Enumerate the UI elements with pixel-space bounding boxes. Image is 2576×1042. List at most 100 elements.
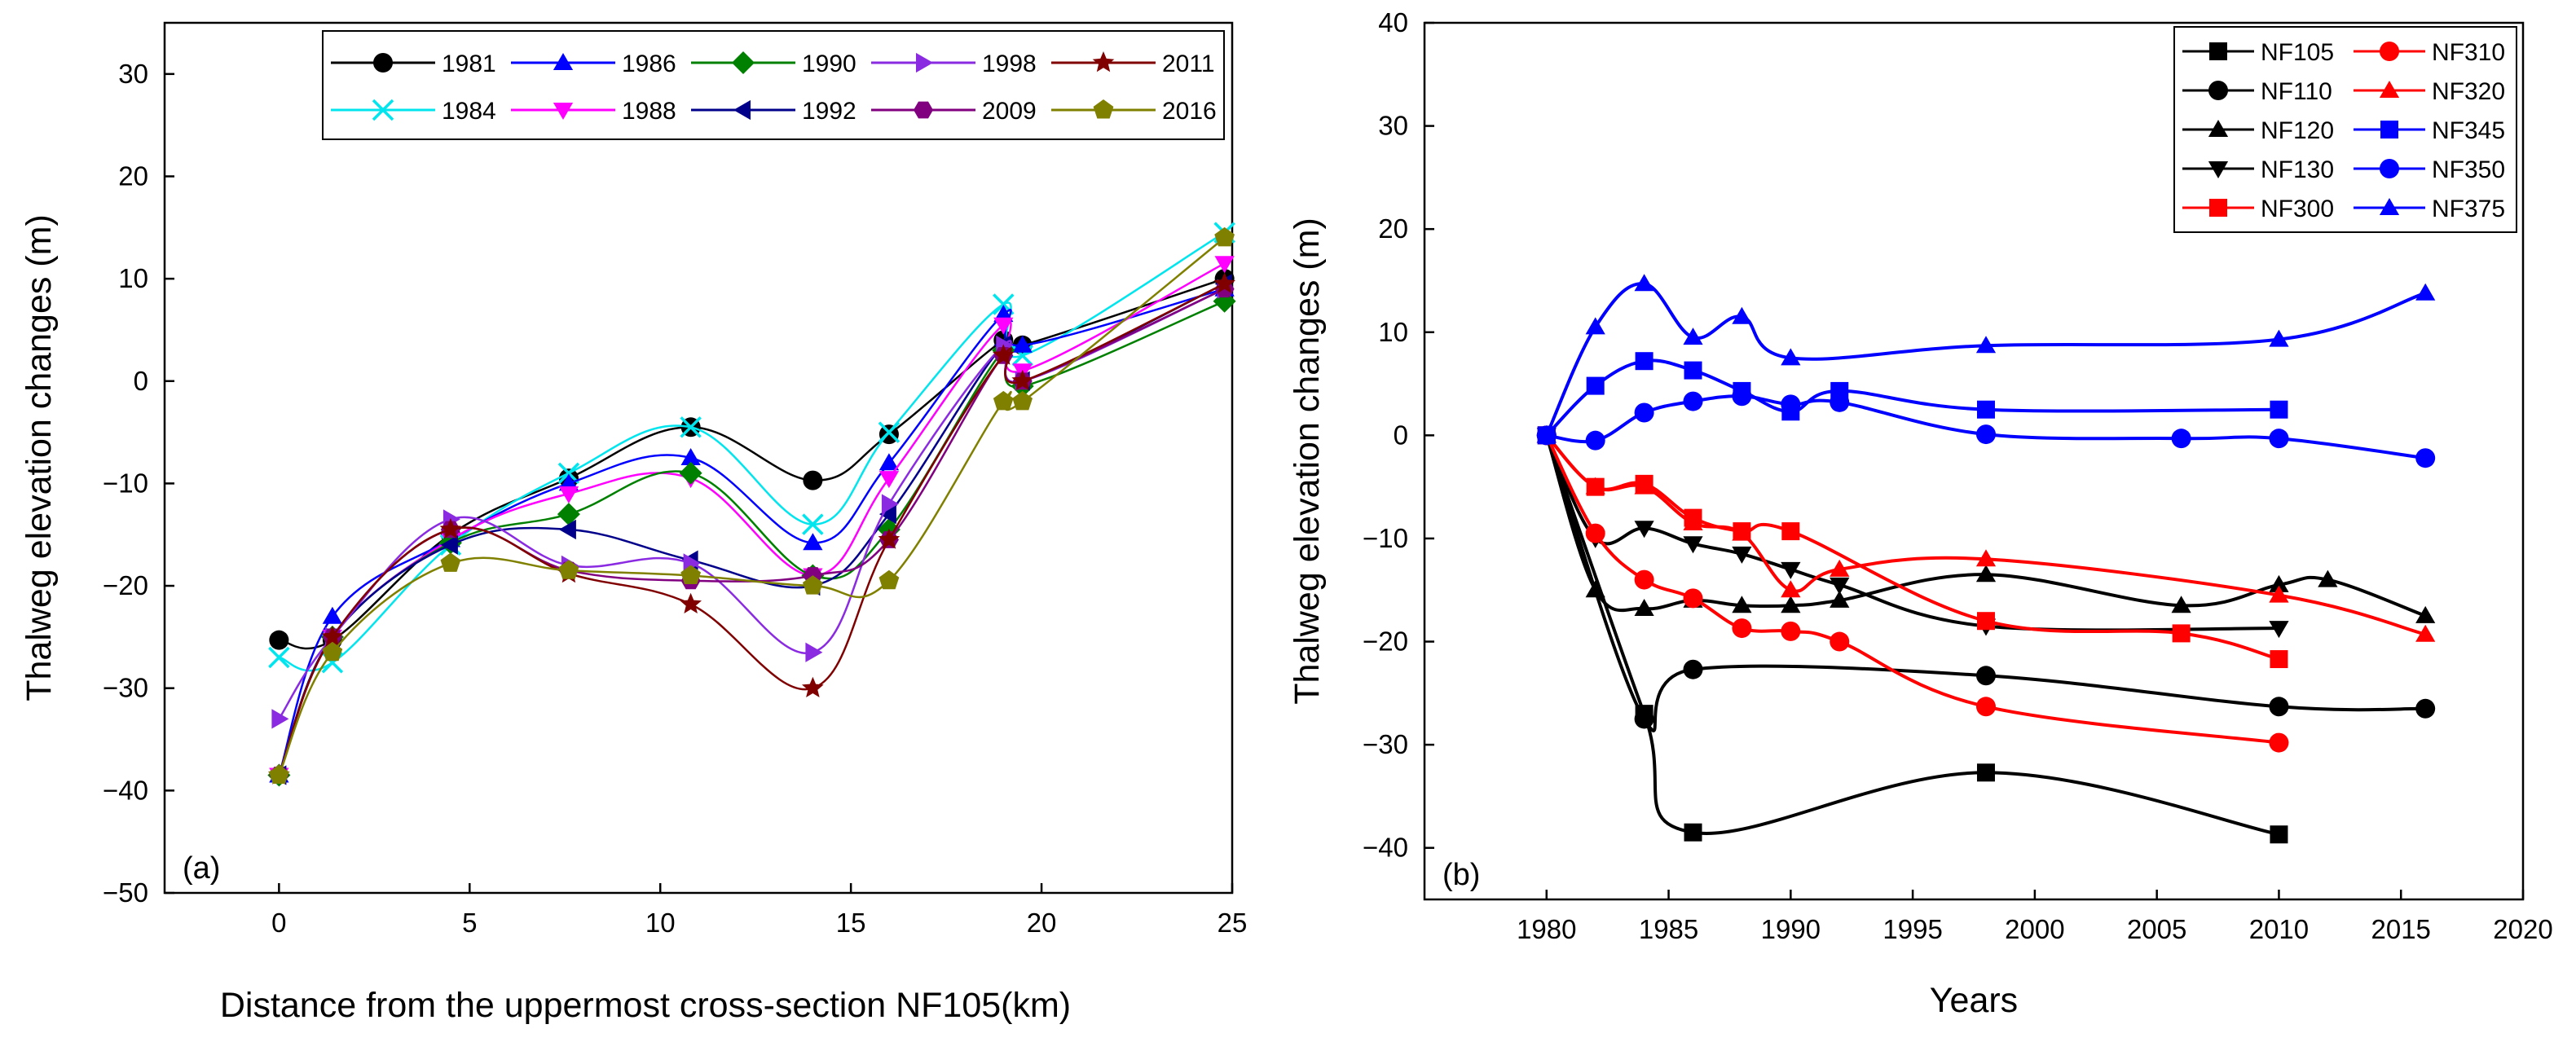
b-data-point (1732, 386, 1752, 407)
a-data-point (440, 534, 458, 555)
b-data-point (1684, 361, 1702, 380)
b-data-point (1975, 666, 1996, 686)
b-data-point (1585, 317, 1605, 335)
b-x-axis-title: Years (1930, 981, 2018, 1020)
b-legend-marker (2379, 81, 2400, 98)
a-legend-marker (733, 99, 751, 121)
a-data-point (802, 513, 824, 535)
b-data-point (2415, 698, 2436, 719)
a-data-point (803, 470, 823, 490)
a-data-point (1011, 369, 1033, 391)
b-data-point (1781, 621, 1801, 641)
a-data-point (558, 486, 579, 503)
b-data-point (1732, 618, 1752, 639)
b-legend-marker (2208, 120, 2229, 137)
b-legend-label: NF130 (2261, 156, 2334, 183)
a-legend-label: 1986 (622, 51, 676, 77)
b-axes: 1980 1985 1990 1995 2000 2005 2010 2015 2020−40−… (1363, 7, 2553, 944)
a-data-point (1012, 335, 1033, 353)
a-data-point (1012, 390, 1033, 411)
a-data-point (269, 764, 289, 784)
b-data-point (1975, 424, 1996, 445)
b-data-point (2318, 569, 2338, 587)
b-series-line (1544, 282, 2426, 437)
b-data-point (1975, 565, 1997, 583)
a-y-tick-label: 0 (134, 366, 148, 396)
b-x-tick-label: 2015 (2371, 914, 2431, 944)
b-x-tick-label: 1980 (1517, 914, 1576, 944)
b-legend-marker (2209, 199, 2227, 217)
a-x-tick-label: 20 (1027, 908, 1057, 938)
a-legend-marker (914, 101, 933, 119)
b-data-point (1585, 477, 1605, 495)
a-legend-label: 2016 (1162, 98, 1217, 125)
a-data-point (1214, 226, 1235, 247)
b-data-point (1976, 612, 1995, 631)
a-panel-label: (a) (183, 851, 220, 886)
a-data-point (679, 461, 702, 485)
b-data-point (1536, 425, 1557, 443)
b-legend-marker (2208, 161, 2229, 178)
a-legend-marker (553, 103, 574, 120)
a-data-point (802, 676, 824, 697)
b-data-point (2269, 585, 2289, 603)
a-data-point (878, 528, 900, 549)
b-legend: NF105 NF110 NF120 NF130 NF300 NF310 NF320 NF345… (2173, 26, 2517, 233)
a-data-point (321, 625, 344, 647)
a-data-point (557, 462, 580, 485)
a-data-point (1214, 256, 1235, 274)
a-legend-label: 1981 (442, 51, 496, 77)
b-legend-label: NF110 (2261, 78, 2332, 105)
b-series-NF375 (1536, 274, 2436, 443)
a-legend: 1981 1984 1986 1988 1990 1992 1998 2009 2011 2016 (322, 30, 1225, 140)
b-data-point (2415, 283, 2436, 301)
a-legend-marker (732, 51, 755, 74)
a-legend-label: 1998 (982, 51, 1037, 77)
b-data-point (1976, 763, 1995, 782)
a-series-2016 (269, 226, 1235, 784)
b-data-point (1683, 536, 1703, 554)
b-data-point (1635, 352, 1653, 371)
b-data-point (1781, 522, 1800, 541)
a-data-point (993, 317, 1014, 335)
a-legend-label: 1992 (802, 98, 856, 125)
a-data-point (558, 560, 579, 579)
b-x-tick-label: 1995 (1882, 914, 1942, 944)
b-y-tick-label: −40 (1363, 833, 1408, 863)
chart-panel-b: 1980 1985 1990 1995 2000 2005 2010 2015 2020−40−… (1288, 7, 2553, 1020)
a-legend-label: 1988 (622, 98, 676, 125)
a-x-tick-label: 25 (1218, 908, 1248, 938)
b-legend-label: NF375 (2432, 196, 2505, 222)
b-data-point (1683, 391, 1703, 411)
b-data-point (1830, 392, 1850, 412)
a-data-point (878, 504, 896, 525)
a-data-point (557, 503, 580, 526)
b-data-point (1684, 823, 1702, 842)
a-y-tick-label: 20 (118, 160, 148, 191)
b-legend-label: NF345 (2432, 117, 2505, 144)
b-y-tick-label: 10 (1378, 317, 1408, 347)
b-data-point (2270, 825, 2288, 844)
b-data-point (1830, 559, 1850, 577)
b-data-point (1683, 513, 1703, 530)
a-legend-marker (1092, 51, 1115, 73)
b-data-point (2415, 448, 2436, 468)
b-legend-label: NF120 (2261, 117, 2334, 144)
b-data-point (1830, 631, 1850, 652)
a-series-2011 (268, 272, 1235, 785)
a-x-axis-title: Distance from the uppermost cross-sectio… (220, 986, 1071, 1025)
b-legend-marker (2208, 81, 2228, 100)
b-y-tick-label: 20 (1378, 213, 1408, 244)
b-data-point (1732, 523, 1752, 541)
b-y-tick-label: 0 (1394, 420, 1408, 450)
a-x-tick-label: 10 (645, 908, 676, 938)
a-legend-marker (372, 99, 394, 121)
a-data-point (878, 421, 900, 443)
b-x-tick-label: 2000 (2005, 914, 2064, 944)
b-series-line (1544, 434, 2279, 837)
a-x-tick-label: 5 (462, 908, 477, 938)
b-legend-label: NF310 (2432, 39, 2505, 66)
b-data-point (2269, 621, 2289, 639)
b-legend-label: NF320 (2432, 78, 2505, 105)
b-legend-marker (2209, 42, 2227, 60)
